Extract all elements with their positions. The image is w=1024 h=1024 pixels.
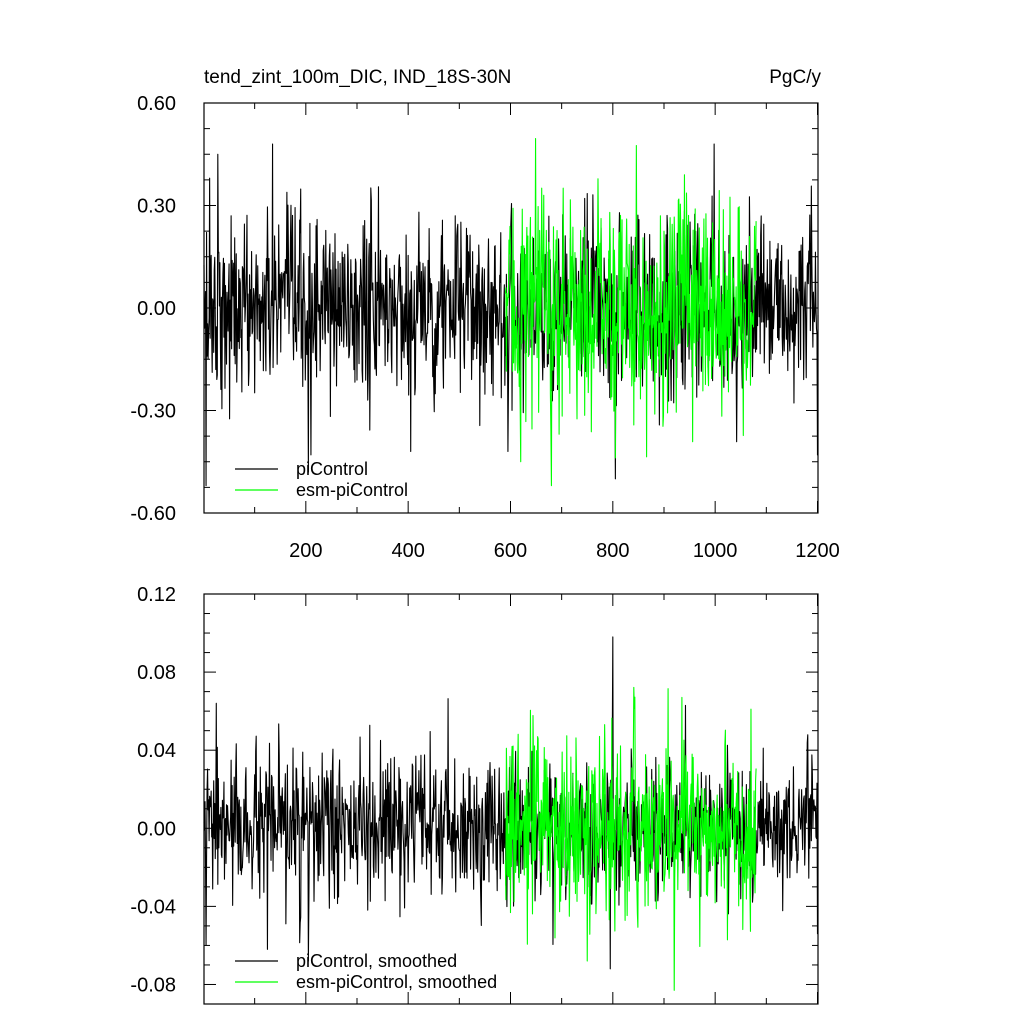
legend-label-esm-picontrol: esm-piControl [296,480,408,500]
y-tick-label: 0.00 [137,818,176,840]
legend-label-picontrol-smoothed: piControl, smoothed [296,951,457,971]
legend-label-picontrol: piControl [296,459,368,479]
top-legend: piControl esm-piControl [235,459,408,500]
bottom-series-group [203,636,819,991]
bottom-plot-frame [203,593,819,1005]
y-tick-label: 0.08 [137,662,176,684]
y-tick-label: 0.00 [137,298,176,320]
y-tick-label: -0.60 [130,503,176,525]
legend-label-esm-picontrol-smoothed: esm-piControl, smoothed [296,972,497,992]
y-tick-label: 0.60 [137,93,176,115]
bottom-axis-ticks: 0.12 0.08 0.04 0.00 -0.04 -0.08 [130,584,818,1005]
top-panel: tend_zint_100m_DIC, IND_18S-30N PgC/y 0.… [130,67,839,562]
x-tick-label: 600 [494,540,527,562]
series-line-0-1 [504,138,757,487]
bottom-panel: 0.12 0.08 0.04 0.00 -0.04 -0.08 piControl, sm… [130,584,819,1005]
y-tick-label: -0.04 [130,896,176,918]
y-tick-label: -0.08 [130,974,176,996]
top-series-group [203,138,819,487]
series-line-1-1 [504,686,757,991]
y-tick-label: 0.12 [137,584,176,606]
x-tick-label: 1200 [795,540,840,562]
y-tick-label: 0.30 [137,196,176,218]
chart-title: tend_zint_100m_DIC, IND_18S-30N [204,67,511,88]
x-tick-label: 1000 [693,540,738,562]
top-axis-ticks: 0.60 0.30 0.00 -0.30 -0.60 200 400 600 800 1000 12… [130,93,839,562]
units-label: PgC/y [769,67,821,88]
y-tick-label: -0.30 [130,401,176,423]
bottom-legend: piControl, smoothed esm-piControl, smoot… [235,951,497,992]
x-tick-label: 200 [289,540,322,562]
y-tick-label: 0.04 [137,740,176,762]
x-tick-label: 800 [596,540,629,562]
x-tick-label: 400 [391,540,424,562]
